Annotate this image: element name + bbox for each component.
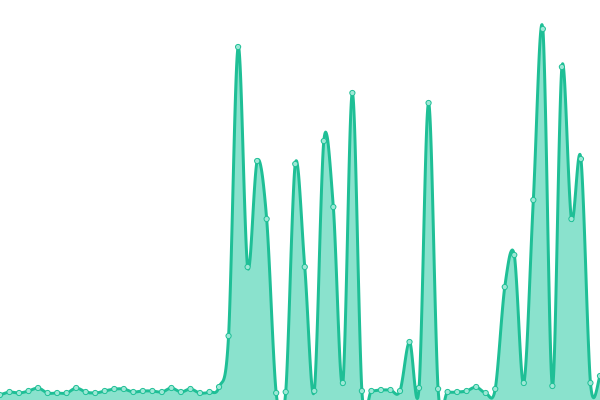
data-point: [425, 99, 432, 107]
data-point: [168, 384, 175, 392]
data-point: [511, 251, 518, 259]
data-point: [330, 203, 337, 211]
data-point: [206, 388, 213, 396]
data-point: [501, 283, 508, 291]
data-point: [444, 388, 451, 396]
data-point: [73, 384, 80, 392]
data-point: [292, 160, 299, 168]
data-point: [92, 389, 99, 397]
data-point: [44, 389, 51, 397]
data-point: [34, 384, 42, 392]
data-point: [273, 389, 280, 397]
data-point: [111, 385, 118, 393]
data-point: [187, 385, 194, 393]
data-point: [196, 389, 204, 397]
data-point: [415, 384, 423, 392]
data-point: [520, 379, 527, 387]
data-point: [358, 387, 366, 395]
data-point: [25, 387, 32, 395]
data-point: [282, 388, 289, 396]
data-point: [454, 388, 461, 396]
data-point: [596, 372, 600, 380]
data-point: [406, 338, 413, 346]
data-point: [101, 387, 108, 395]
data-point: [492, 385, 499, 393]
data-point: [15, 389, 23, 397]
data-point: [482, 389, 489, 397]
data-point: [177, 388, 185, 396]
data-point: [368, 387, 375, 395]
data-point: [234, 43, 242, 51]
data-point: [396, 387, 404, 395]
data-point: [139, 387, 146, 395]
data-point: [301, 263, 308, 271]
data-point: [244, 263, 251, 271]
data-point: [254, 157, 261, 165]
data-point: [120, 385, 127, 393]
data-point: [377, 386, 385, 394]
data-point: [130, 388, 137, 396]
data-point: [6, 388, 13, 396]
data-point: [463, 387, 470, 395]
data-point: [311, 387, 318, 395]
data-point: [225, 332, 232, 340]
data-point: [587, 379, 594, 387]
data-point: [387, 386, 394, 394]
data-point: [434, 385, 442, 393]
data-point: [339, 379, 346, 387]
data-point: [568, 215, 575, 223]
data-point: [577, 155, 585, 163]
data-point: [263, 215, 270, 223]
data-point: [349, 89, 356, 97]
data-point: [558, 63, 566, 71]
data-point: [549, 382, 556, 390]
data-point: [149, 387, 156, 395]
data-point: [63, 389, 70, 397]
data-point: [215, 383, 223, 391]
data-point: [473, 383, 480, 391]
data-point: [530, 196, 537, 204]
data-point: [539, 25, 546, 33]
data-point: [54, 389, 61, 397]
data-point: [320, 137, 327, 145]
data-point: [158, 388, 166, 396]
data-point: [0, 391, 4, 399]
data-point: [82, 388, 89, 396]
